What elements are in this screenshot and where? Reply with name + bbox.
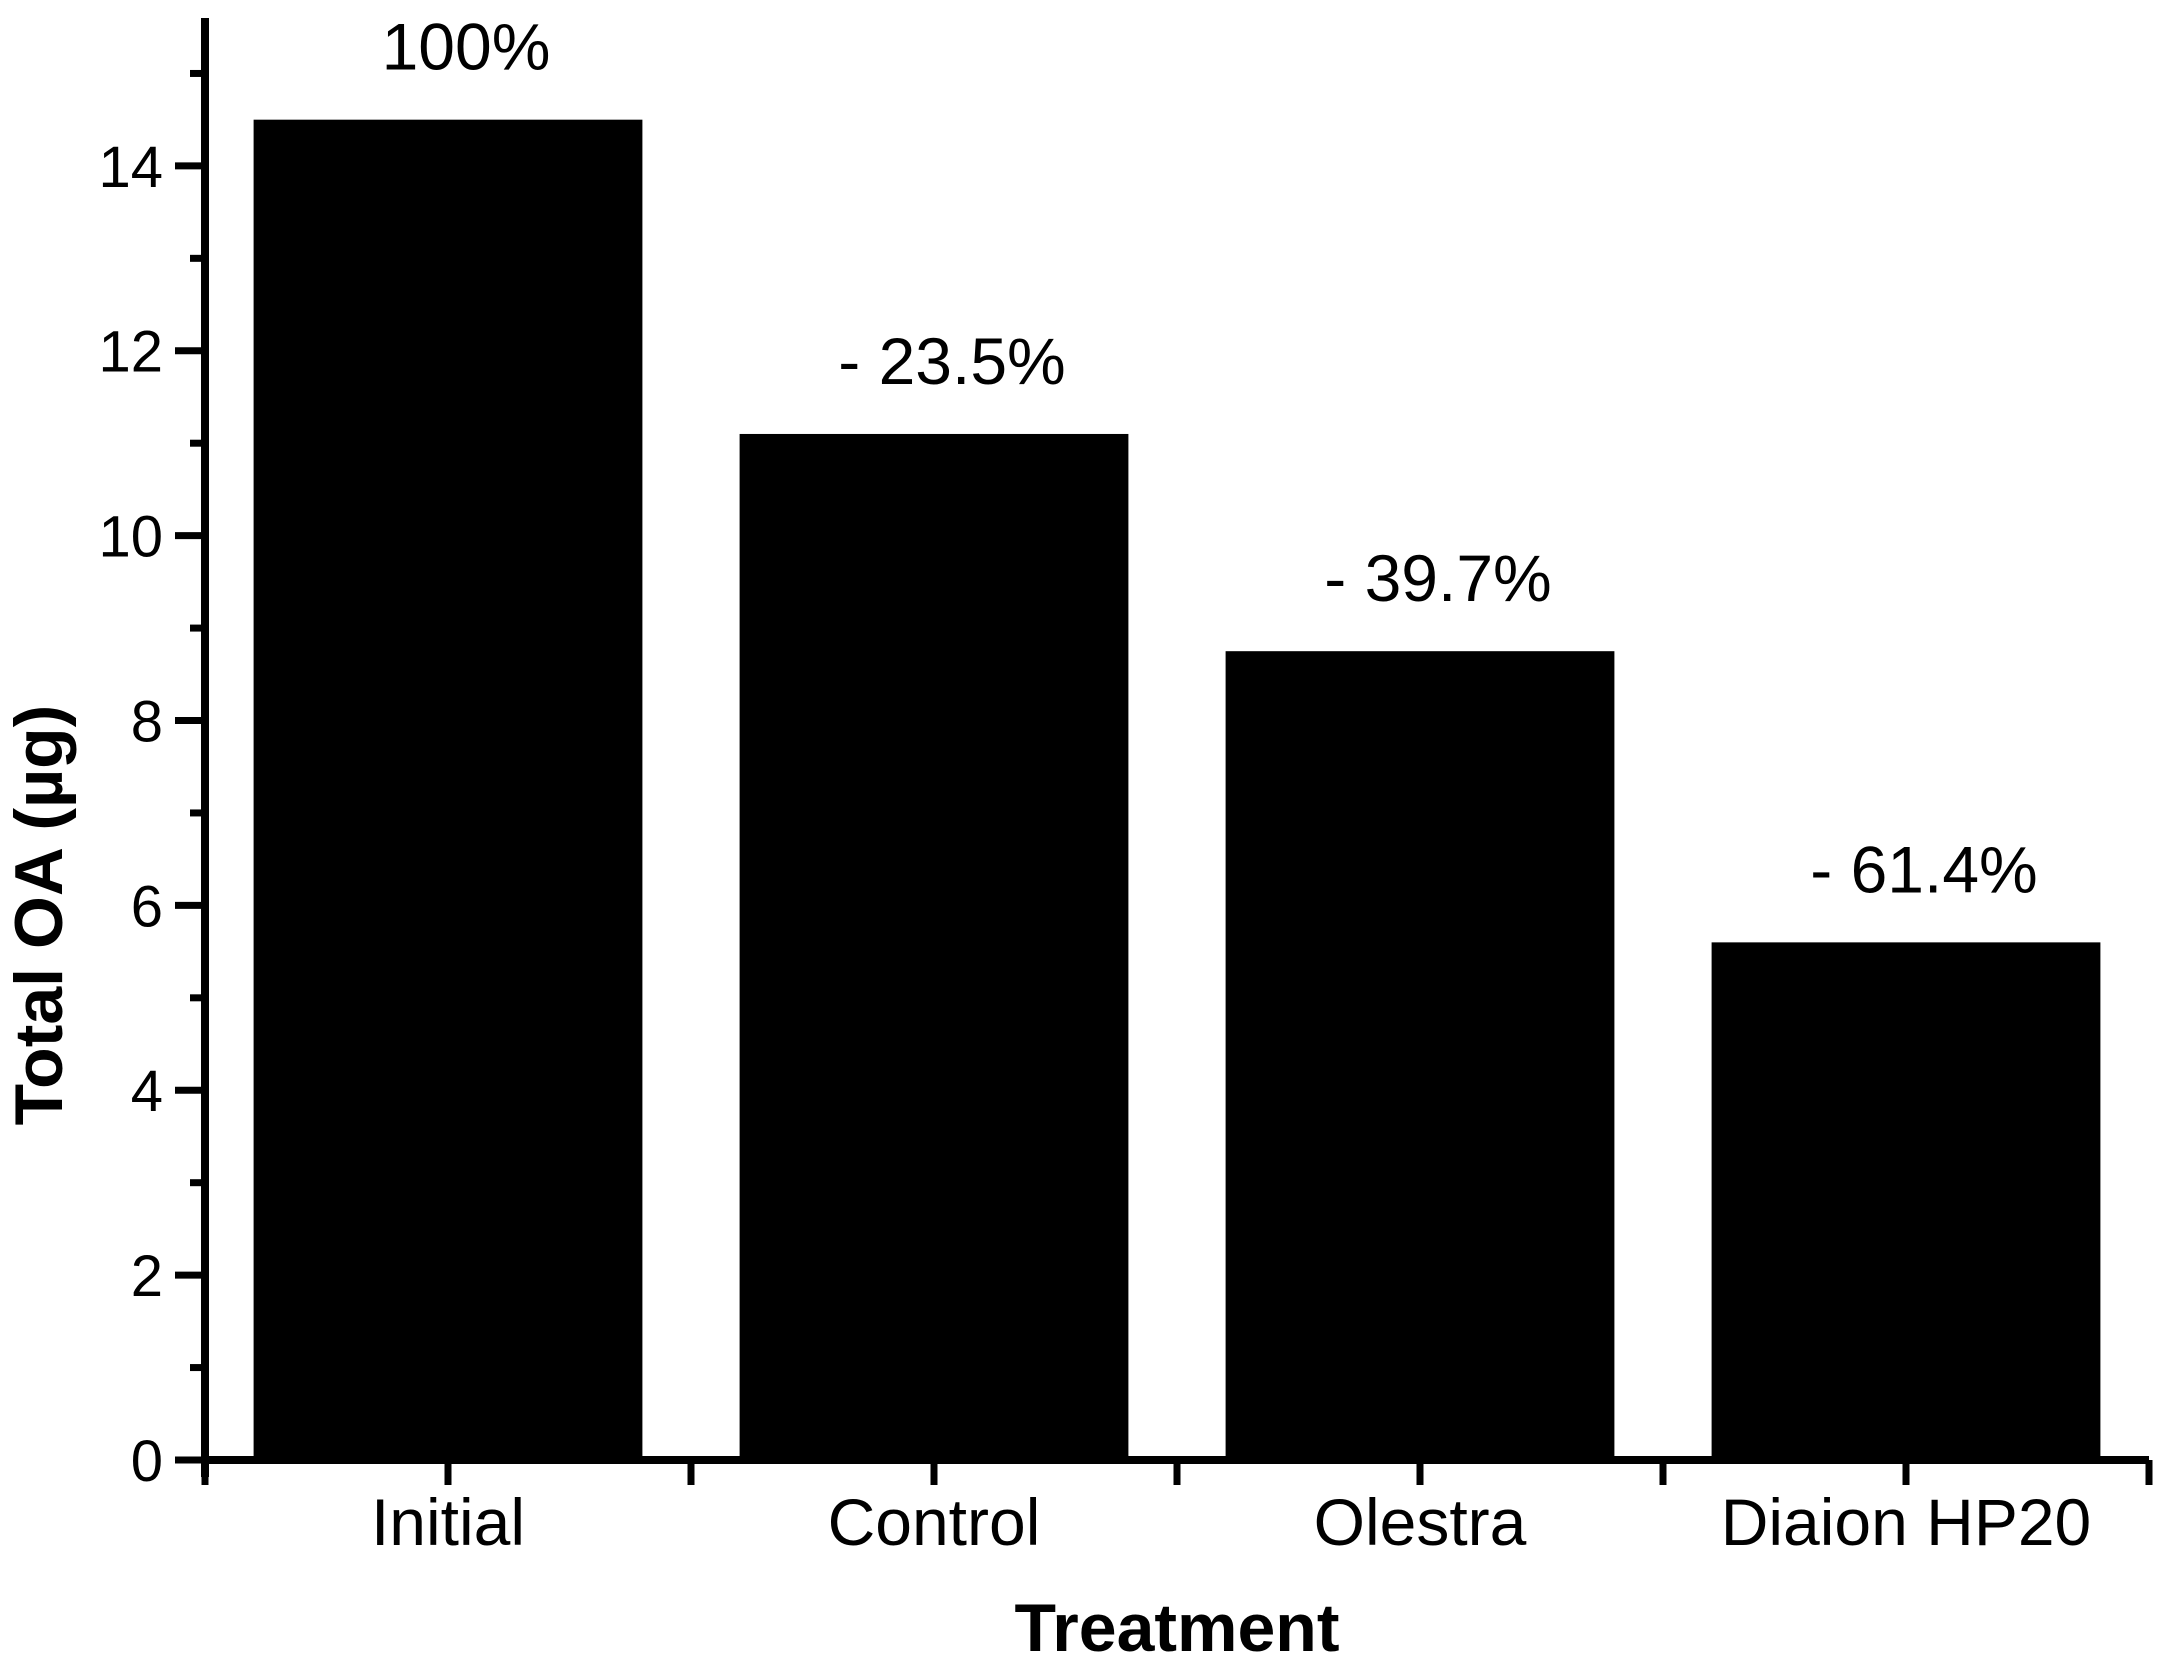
bar [1225, 651, 1615, 1460]
x-category-label: Control [828, 1485, 1041, 1559]
y-tick-label: 2 [131, 1244, 163, 1309]
bar-value-label: - 39.7% [1324, 541, 1551, 615]
y-tick-label: 6 [131, 874, 163, 939]
y-tick-label: 14 [98, 135, 163, 200]
bar-value-label: - 23.5% [838, 324, 1065, 398]
x-category-label: Olestra [1314, 1485, 1527, 1559]
y-tick-label: 10 [98, 505, 163, 570]
y-tick-label: 4 [131, 1059, 163, 1124]
plot-area: 100% - 23.5% - 39.7% - 61.4% 0 2 4 6 8 10 12 14 Init… [98, 10, 2153, 1559]
x-category-label: Diaion HP20 [1721, 1485, 2092, 1559]
bar-value-label: 100% [382, 10, 551, 84]
y-tick-label: 12 [98, 320, 163, 385]
bar-value-label: - 61.4% [1810, 832, 2037, 906]
y-axis-title: Total OA (µg) [1, 705, 77, 1126]
bar [739, 433, 1129, 1460]
x-axis-title: Treatment [1015, 1590, 1340, 1666]
x-category-label: Initial [371, 1485, 525, 1559]
bar [1711, 942, 2101, 1460]
y-tick-label: 8 [131, 689, 163, 754]
y-tick-label: 0 [131, 1429, 163, 1494]
bar [253, 119, 643, 1461]
